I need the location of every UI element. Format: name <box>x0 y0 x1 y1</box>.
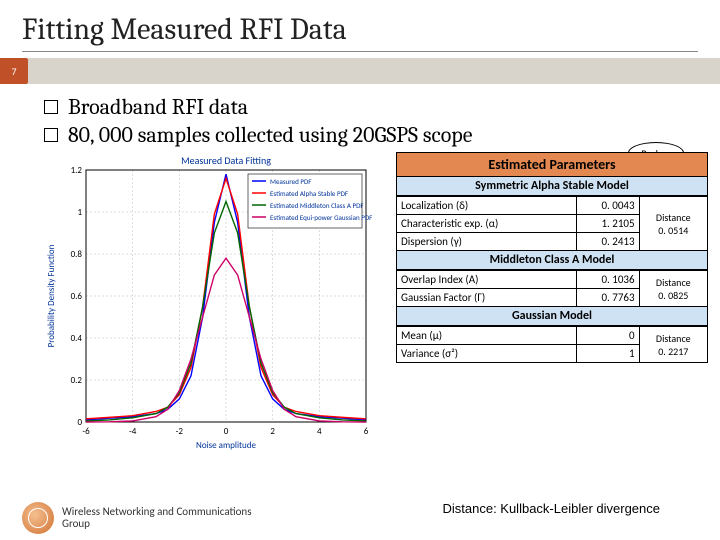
svg-text:0: 0 <box>224 426 229 437</box>
model-section-title: Symmetric Alpha Stable Model <box>396 177 708 196</box>
svg-text:Estimated Equi-power Gaussian: Estimated Equi-power Gaussian PDF <box>270 213 372 222</box>
svg-text:2: 2 <box>270 426 275 437</box>
svg-text:Noise amplitude: Noise amplitude <box>196 440 256 451</box>
svg-text:1.2: 1.2 <box>71 165 83 176</box>
param-name: Localization (δ) <box>397 197 577 215</box>
svg-text:0.8: 0.8 <box>71 249 83 260</box>
table-row: Localization (δ)0. 0043Distance0. 0514 <box>397 197 708 215</box>
chart-measured-data-fitting: -6 -4 -2 0 2 4 6 0 0.2 0.4 0.6 0.8 1 1.2 Measured Data… <box>42 152 372 452</box>
footer-text: Wireless Networking and Communications G… <box>62 506 252 530</box>
wncg-logo-icon <box>22 502 54 534</box>
param-value: 0. 7763 <box>577 289 639 307</box>
svg-text:Probability Density Function: Probability Density Function <box>46 244 57 347</box>
svg-text:-2: -2 <box>176 426 184 437</box>
svg-text:Estimated Middleton Class A PD: Estimated Middleton Class A PDF <box>270 201 364 210</box>
svg-text:-6: -6 <box>82 426 90 437</box>
bullet-item: Broadband RFI data <box>44 94 720 120</box>
slide-number: 7 <box>0 58 28 84</box>
footer: Wireless Networking and Communications G… <box>22 502 252 534</box>
bullet-marker-icon <box>44 128 58 142</box>
param-value: 1. 2105 <box>577 215 639 233</box>
param-value: 0. 1036 <box>577 271 639 289</box>
svg-text:1: 1 <box>77 207 82 218</box>
param-value: 0 <box>577 327 639 345</box>
svg-text:4: 4 <box>317 426 322 437</box>
distance-cell: Distance0. 0825 <box>639 271 707 307</box>
distance-note: Distance: Kullback-Leibler divergence <box>442 501 660 516</box>
svg-text:Measured Data Fitting: Measured Data Fitting <box>181 154 271 167</box>
model-table: Localization (δ)0. 0043Distance0. 0514Ch… <box>396 196 708 251</box>
svg-text:0.2: 0.2 <box>71 375 83 386</box>
table-row: Overlap Index (A)0. 1036Distance0. 0825 <box>397 271 708 289</box>
params-header: Estimated Parameters <box>396 152 708 177</box>
distance-cell: Distance0. 2217 <box>639 327 707 363</box>
svg-text:0: 0 <box>77 417 82 428</box>
param-value: 1 <box>577 345 639 363</box>
svg-text:6: 6 <box>364 426 369 437</box>
title-underline <box>22 51 698 52</box>
svg-text:Estimated Alpha Stable PDF: Estimated Alpha Stable PDF <box>270 189 349 198</box>
param-name: Variance (σ²) <box>397 345 577 363</box>
param-value: 0. 2413 <box>577 233 639 251</box>
bullet-item: 80, 000 samples collected using 20GSPS s… <box>44 122 720 148</box>
svg-text:Measured PDF: Measured PDF <box>270 177 312 186</box>
distance-cell: Distance0. 0514 <box>639 197 707 251</box>
param-name: Characteristic exp. (α) <box>397 215 577 233</box>
decorative-bar <box>28 58 720 84</box>
bullet-text: Broadband RFI data <box>68 94 248 120</box>
table-row: Mean (μ)0Distance0. 2217 <box>397 327 708 345</box>
param-name: Mean (μ) <box>397 327 577 345</box>
svg-text:-4: -4 <box>129 426 137 437</box>
svg-text:0.4: 0.4 <box>71 333 83 344</box>
estimated-parameters-panel: Estimated Parameters Symmetric Alpha Sta… <box>396 152 708 363</box>
param-value: 0. 0043 <box>577 197 639 215</box>
param-name: Dispersion (γ) <box>397 233 577 251</box>
param-name: Overlap Index (A) <box>397 271 577 289</box>
bullet-marker-icon <box>44 100 58 114</box>
param-name: Gaussian Factor (Γ) <box>397 289 577 307</box>
bullet-list: Broadband RFI data 80, 000 samples colle… <box>0 84 720 148</box>
bullet-text: 80, 000 samples collected using 20GSPS s… <box>68 122 472 148</box>
model-table: Mean (μ)0Distance0. 2217Variance (σ²)1 <box>396 326 708 363</box>
slide-number-bar: 7 <box>0 58 720 84</box>
model-section-title: Middleton Class A Model <box>396 251 708 270</box>
model-section-title: Gaussian Model <box>396 307 708 326</box>
page-title: Fitting Measured RFI Data <box>0 0 720 51</box>
model-table: Overlap Index (A)0. 1036Distance0. 0825G… <box>396 270 708 307</box>
svg-text:0.6: 0.6 <box>71 291 83 302</box>
